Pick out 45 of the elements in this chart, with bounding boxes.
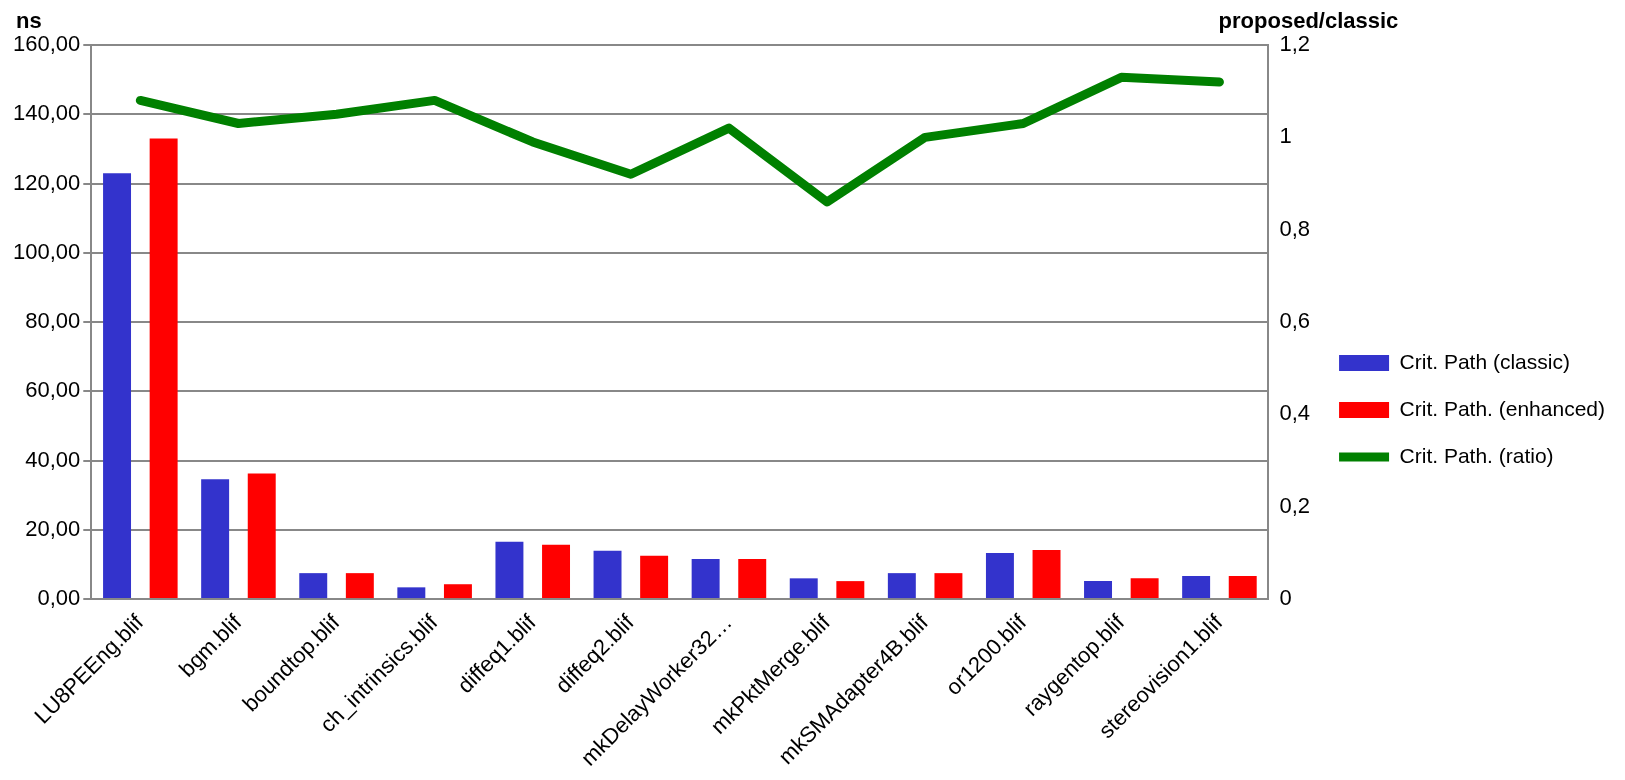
bar xyxy=(397,587,426,599)
bar xyxy=(934,573,963,599)
legend-label: Crit. Path. (ratio) xyxy=(1399,443,1554,467)
y2-tick-label: 0,4 xyxy=(1279,400,1311,426)
y-tick-label: 140,00 xyxy=(12,100,81,126)
bar xyxy=(691,558,720,599)
bar xyxy=(443,584,472,599)
bar xyxy=(887,573,916,599)
y2-tick-label: 0 xyxy=(1279,585,1292,611)
bar xyxy=(1182,575,1211,599)
y-tick-label: 160,00 xyxy=(12,31,81,57)
bar xyxy=(593,550,622,599)
bar xyxy=(789,578,818,599)
y2-tick-label: 0,6 xyxy=(1279,308,1311,334)
y-tick-label: 60,00 xyxy=(25,377,81,403)
bar xyxy=(149,138,178,599)
bar xyxy=(201,479,230,599)
y2-tick-label: 0,8 xyxy=(1279,215,1311,241)
bar xyxy=(542,544,571,599)
y-tick-label: 0,00 xyxy=(37,585,81,611)
y-tick-label: 80,00 xyxy=(25,308,81,334)
bar xyxy=(495,541,524,599)
bar xyxy=(103,173,132,599)
bar xyxy=(640,555,669,599)
y-tick-label: 40,00 xyxy=(25,446,81,472)
bar xyxy=(247,473,276,599)
y2-tick-label: 1,2 xyxy=(1279,31,1311,57)
bar xyxy=(299,573,328,599)
bar xyxy=(1130,578,1159,599)
y2-tick-label: 1 xyxy=(1279,123,1292,149)
legend-label: Crit. Path. (enhanced) xyxy=(1399,396,1605,420)
y-tick-label: 20,00 xyxy=(25,515,81,541)
y-tick-label: 100,00 xyxy=(12,238,81,264)
bar xyxy=(985,553,1014,599)
bar xyxy=(738,558,767,599)
bar xyxy=(1228,575,1257,599)
y-tick-label: 120,00 xyxy=(12,169,81,195)
bar xyxy=(1084,581,1113,599)
bar xyxy=(836,581,865,599)
bar xyxy=(345,573,374,599)
y2-axis-title: proposed/classic xyxy=(1218,8,1399,34)
y-axis-title: ns xyxy=(16,8,42,34)
bar xyxy=(1032,549,1061,599)
y2-tick-label: 0,2 xyxy=(1279,492,1311,518)
legend-label: Crit. Path (classic) xyxy=(1399,349,1570,373)
